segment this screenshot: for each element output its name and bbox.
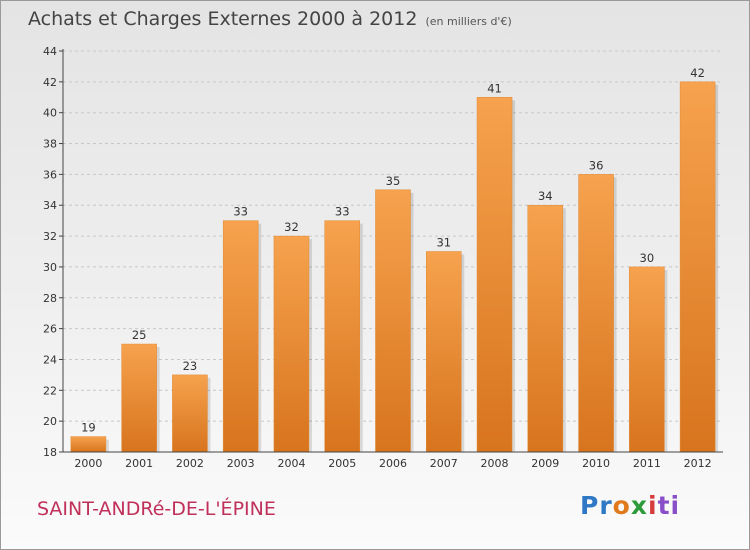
y-tick-label: 30	[43, 261, 57, 274]
x-tick-label: 2008	[481, 457, 509, 470]
commune-name: SAINT-ANDRé-DE-L'ÉPINE	[37, 498, 276, 520]
y-tick-label: 20	[43, 415, 57, 428]
bar-value-label: 33	[233, 205, 248, 219]
y-tick-label: 22	[43, 384, 57, 397]
x-tick-label: 2005	[328, 457, 356, 470]
chart-title: Achats et Charges Externes 2000 à 2012 (e…	[28, 8, 512, 30]
bar-value-label: 35	[386, 174, 401, 188]
bar	[527, 204, 564, 453]
bar	[426, 251, 462, 453]
x-tick-label: 2007	[430, 457, 458, 470]
y-tick-label: 44	[43, 45, 57, 58]
bars: 19 25 23 33 32 33 35 31 41 34 36 30 42	[70, 66, 719, 453]
bar	[70, 436, 107, 453]
bar-value-label: 34	[538, 189, 553, 203]
bar	[679, 81, 716, 453]
x-tick-label: 2001	[125, 457, 153, 470]
y-tick-label: 42	[43, 76, 57, 89]
bar-value-label: 36	[589, 158, 604, 172]
y-tick-label: 26	[43, 323, 57, 336]
x-tick-label: 2012	[684, 457, 712, 470]
logo-part: Pr	[580, 491, 613, 520]
bar	[324, 220, 360, 453]
bar	[578, 174, 614, 453]
logo-part: o	[612, 491, 631, 520]
bar-value-label: 32	[284, 220, 299, 234]
bar	[222, 220, 259, 453]
x-tick-label: 2002	[176, 457, 204, 470]
chart-subtitle: (en milliers d'€)	[425, 15, 512, 28]
bar-value-label: 23	[183, 359, 198, 373]
y-tick-label: 36	[43, 168, 57, 181]
bar	[273, 235, 310, 453]
bar	[121, 343, 157, 453]
x-tick-label: 2010	[582, 457, 610, 470]
x-tick-label: 2004	[277, 457, 305, 470]
logo-part: ti	[657, 491, 681, 520]
bar	[476, 97, 513, 453]
y-tick-label: 34	[43, 199, 57, 212]
bar-value-label: 33	[335, 205, 350, 219]
bar-value-label: 25	[132, 328, 147, 342]
x-tick-label: 2011	[633, 457, 661, 470]
logo-part: i	[647, 491, 658, 520]
y-tick-label: 40	[43, 107, 57, 120]
proxiti-logo[interactable]: Proxiti	[580, 491, 680, 520]
bar-value-label: 42	[690, 66, 705, 80]
bar-value-label: 30	[640, 251, 655, 265]
y-tick-label: 28	[43, 292, 57, 305]
x-tick-label: 2003	[227, 457, 255, 470]
x-tick-label: 2000	[74, 457, 102, 470]
bar	[375, 189, 411, 453]
x-tick-label: 2006	[379, 457, 407, 470]
logo-part: x	[630, 491, 648, 520]
x-tick-label: 2009	[531, 457, 559, 470]
bar-value-label: 19	[81, 421, 96, 435]
y-tick-label: 38	[43, 138, 57, 151]
y-tick-label: 18	[43, 446, 57, 459]
bar	[629, 266, 665, 453]
bar-value-label: 41	[487, 81, 502, 95]
y-tick-label: 24	[43, 353, 57, 366]
y-tick-label: 32	[43, 230, 57, 243]
bar-value-label: 31	[436, 236, 451, 250]
axes: 18 20 22 24 26 28 30 32 34 36 38 40 42 44 2000 2001 2002…	[43, 45, 723, 470]
title-text: Achats et Charges Externes 2000 à 2012	[28, 8, 418, 30]
bar	[172, 374, 208, 453]
